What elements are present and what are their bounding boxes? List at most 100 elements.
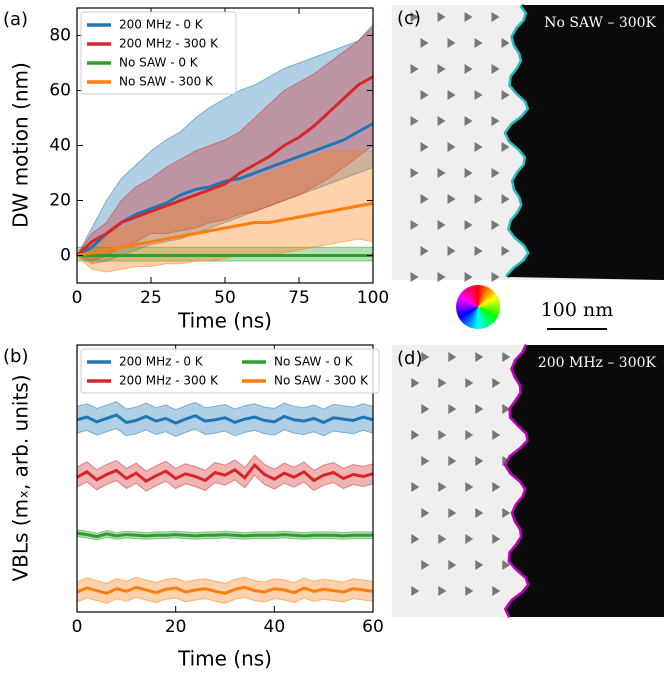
- vortex-triangle: [447, 194, 456, 204]
- image-caption: No SAW – 300K: [544, 15, 656, 31]
- vortex-triangle: [465, 482, 474, 492]
- vortex-triangle: [437, 12, 446, 22]
- legend-box: [80, 11, 237, 95]
- vortex-triangle: [410, 220, 419, 230]
- panel-label: (c): [397, 8, 421, 29]
- vortex-triangle: [491, 64, 500, 74]
- dark-domain: [506, 5, 664, 280]
- vortex-triangle: [491, 220, 500, 230]
- vortex-triangle: [474, 194, 483, 204]
- vortex-triangle: [475, 404, 484, 414]
- legend-label: No SAW - 300 K: [119, 75, 214, 89]
- vortex-triangle: [465, 430, 474, 440]
- vortex-triangle: [464, 168, 473, 178]
- color-wheel: [456, 285, 500, 329]
- vortex-triangle: [492, 586, 501, 596]
- legend-label: 200 MHz - 300 K: [119, 374, 219, 388]
- vortex-triangle: [438, 586, 447, 596]
- vortex-triangle: [448, 404, 457, 414]
- series-line: [75, 75, 374, 257]
- vortex-triangle: [438, 378, 447, 388]
- vortex-triangle: [420, 194, 429, 204]
- vortex-triangle: [474, 90, 483, 100]
- scale-bar-label: 100 nm: [541, 299, 614, 321]
- vortex-triangle: [420, 246, 429, 256]
- vortex-triangle: [420, 38, 429, 48]
- panel-label: (a): [3, 9, 28, 30]
- vortex-triangle: [447, 246, 456, 256]
- vortex-triangle: [474, 38, 483, 48]
- vortex-triangle: [421, 560, 430, 570]
- series-line: [76, 462, 374, 483]
- vortex-triangle: [491, 12, 500, 22]
- vortex-triangle: [438, 482, 447, 492]
- vortex-triangle: [501, 142, 510, 152]
- vortex-triangle: [475, 456, 484, 466]
- x-tick-label: 75: [288, 288, 310, 308]
- vortex-triangle: [501, 246, 510, 256]
- vortex-triangle: [411, 534, 420, 544]
- vortex-triangle: [502, 508, 511, 518]
- x-tick-label: 0: [72, 617, 83, 637]
- vortex-triangle: [421, 508, 430, 518]
- vortex-triangle: [411, 430, 420, 440]
- vortex-triangle: [491, 168, 500, 178]
- y-tick-label: 40: [49, 136, 71, 156]
- vortex-triangle: [437, 64, 446, 74]
- vortex-triangle: [464, 220, 473, 230]
- x-axis-label: Time (ns): [177, 309, 272, 333]
- vortex-triangle: [492, 482, 501, 492]
- vortex-triangle: [421, 404, 430, 414]
- vortex-triangle: [438, 430, 447, 440]
- vortex-triangle: [475, 508, 484, 518]
- vortex-triangle: [410, 64, 419, 74]
- vortex-triangle: [448, 508, 457, 518]
- vortex-triangle: [464, 116, 473, 126]
- y-axis-label: VBLs (mₓ, arb. units): [9, 374, 33, 581]
- vortex-triangle: [492, 430, 501, 440]
- vortex-triangle: [464, 12, 473, 22]
- series-line: [76, 413, 374, 425]
- y-axis-label: DW motion (nm): [9, 62, 33, 228]
- x-tick-label: 25: [140, 288, 162, 308]
- vortex-triangle: [501, 38, 510, 48]
- legend-label: 200 MHz - 0 K: [119, 18, 204, 32]
- vortex-triangle: [448, 352, 457, 362]
- dark-domain: [506, 345, 664, 617]
- vortex-triangle: [447, 90, 456, 100]
- vortex-triangle: [491, 272, 500, 282]
- vortex-triangle: [420, 90, 429, 100]
- legend-label: No SAW - 300 K: [274, 374, 369, 388]
- vortex-triangle: [447, 142, 456, 152]
- vortex-triangle: [465, 378, 474, 388]
- vortex-triangle: [465, 534, 474, 544]
- x-tick-label: 0: [72, 288, 83, 308]
- x-tick-label: 50: [214, 288, 236, 308]
- vortex-triangle: [492, 378, 501, 388]
- vortex-triangle: [492, 534, 501, 544]
- vortex-triangle: [502, 404, 511, 414]
- legend-box: [80, 348, 380, 394]
- vortex-triangle: [501, 90, 510, 100]
- vortex-triangle: [420, 142, 429, 152]
- series-line: [76, 531, 373, 539]
- series-line: [76, 201, 374, 257]
- image-caption: 200 MHz – 300K: [538, 355, 657, 371]
- vortex-triangle: [437, 168, 446, 178]
- vortex-triangle: [437, 272, 446, 282]
- vortex-triangle: [491, 116, 500, 126]
- legend-label: 200 MHz - 300 K: [119, 37, 219, 51]
- vortex-triangle: [410, 168, 419, 178]
- y-tick-label: 80: [49, 26, 71, 46]
- x-axis-label: Time (ns): [177, 647, 272, 671]
- legend-label: 200 MHz - 0 K: [119, 355, 204, 369]
- x-tick-label: 100: [357, 288, 389, 308]
- vortex-triangle: [464, 64, 473, 74]
- vortex-triangle: [465, 586, 474, 596]
- vortex-triangle: [474, 142, 483, 152]
- panel-label: (b): [3, 346, 28, 367]
- vortex-triangle: [421, 352, 430, 362]
- vortex-triangle: [501, 194, 510, 204]
- vortex-triangle: [410, 12, 419, 22]
